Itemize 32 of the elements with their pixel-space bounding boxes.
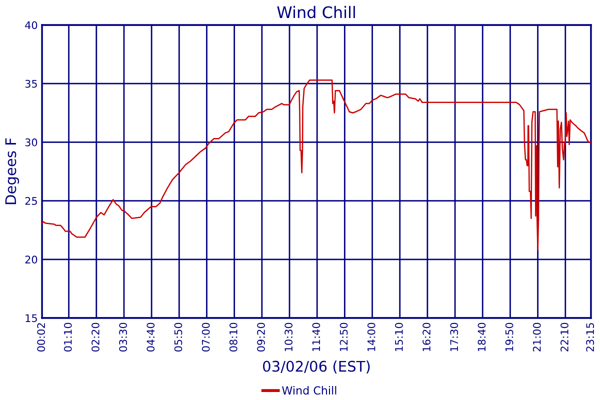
y-tick-label: 40 [25, 21, 38, 30]
x-tick-label: 12:50 [340, 322, 348, 352]
x-tick-label: 00:02 [37, 323, 46, 352]
x-tick-label: 10:30 [284, 322, 293, 352]
x-axis-title: 03/02/06 (EST) [263, 360, 370, 374]
x-tick-label: 11:40 [312, 322, 320, 352]
x-tick-label: 22:10 [560, 322, 568, 352]
x-tick-label: 09:20 [257, 322, 265, 352]
x-tick-label: 14:00 [367, 322, 376, 352]
y-tick-label: 30 [25, 138, 38, 146]
x-tick-label: 04:40 [146, 322, 155, 352]
legend-label: Wind Chill [282, 386, 336, 395]
y-tick-label: 35 [25, 80, 37, 88]
x-tick-label: 18:40 [478, 322, 486, 352]
x-tick-label: 01:10 [64, 322, 72, 352]
y-tick-label: 15 [26, 314, 37, 322]
x-tick-label: 03:30 [119, 322, 127, 352]
x-tick-label: 05:50 [174, 322, 182, 352]
x-tick-label: 17:30 [450, 322, 458, 352]
x-tick-label: 02:20 [92, 322, 100, 352]
x-tick-label: 15:10 [395, 322, 403, 352]
x-tick-label: 07:00 [202, 322, 210, 352]
x-tick-label: 23:15 [586, 323, 594, 352]
y-axis-title: Degees F [5, 138, 20, 204]
y-tick-label: 20 [25, 256, 38, 264]
chart-title: Wind Chill [277, 6, 355, 18]
line-series [42, 79, 591, 251]
x-tick-label: 08:10 [229, 322, 238, 352]
y-tick-label: 25 [25, 197, 37, 205]
x-tick-label: 16:20 [422, 322, 430, 352]
x-tick-label: 21:00 [532, 322, 541, 352]
x-tick-label: 19:50 [505, 322, 514, 352]
